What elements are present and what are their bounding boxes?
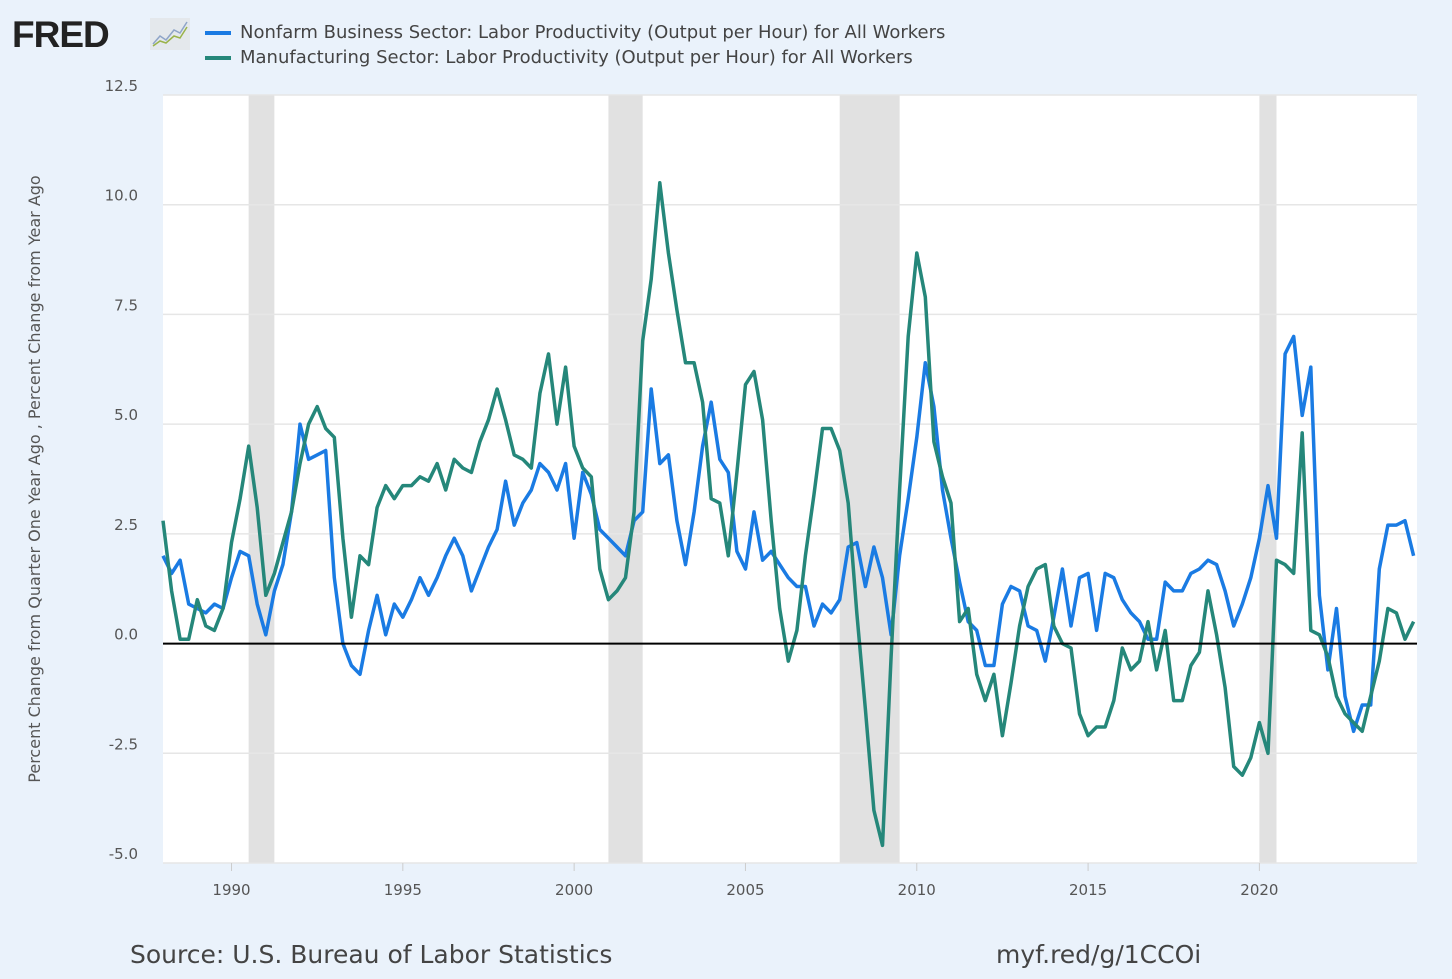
- line-chart-icon: [150, 18, 190, 50]
- x-tick-label: 1995: [384, 881, 422, 899]
- chart-legend: Nonfarm Business Sector: Labor Productiv…: [205, 20, 945, 70]
- legend-label: Nonfarm Business Sector: Labor Productiv…: [240, 22, 946, 43]
- y-tick-label: 5.0: [114, 406, 138, 424]
- series-line-0: [161, 334, 1416, 734]
- y-tick-label: -5.0: [109, 845, 138, 863]
- x-tick-label: 2020: [1240, 881, 1278, 899]
- source-note: Source: U.S. Bureau of Labor Statistics: [130, 940, 613, 969]
- x-tick-label: 2010: [898, 881, 936, 899]
- y-tick-label: -2.5: [109, 735, 138, 753]
- y-tick-label: 2.5: [114, 516, 138, 534]
- y-tick-label: 7.5: [114, 296, 138, 314]
- legend-swatch: [205, 55, 231, 60]
- y-axis-label: Percent Change from Quarter One Year Ago…: [25, 175, 44, 782]
- recession-band: [839, 95, 900, 863]
- fred-logo[interactable]: FRED: [12, 14, 110, 55]
- y-tick-label: 10.0: [105, 187, 138, 205]
- recession-band: [608, 95, 643, 863]
- x-tick-label: 2005: [726, 881, 764, 899]
- legend-label: Manufacturing Sector: Labor Productivity…: [240, 47, 913, 68]
- y-tick-label: 0.0: [114, 626, 138, 644]
- legend-item-manufacturing[interactable]: Manufacturing Sector: Labor Productivity…: [205, 45, 945, 70]
- x-tick-label: 1990: [212, 881, 250, 899]
- y-tick-label: 12.5: [105, 77, 138, 95]
- legend-swatch: [205, 30, 231, 35]
- series-line-1: [161, 181, 1416, 848]
- legend-item-nonfarm[interactable]: Nonfarm Business Sector: Labor Productiv…: [205, 20, 945, 45]
- x-tick-label: 2015: [1069, 881, 1107, 899]
- x-tick-label: 2000: [555, 881, 593, 899]
- short-url-link[interactable]: myf.red/g/1CCOi: [996, 940, 1202, 969]
- plot-area: [163, 95, 1417, 863]
